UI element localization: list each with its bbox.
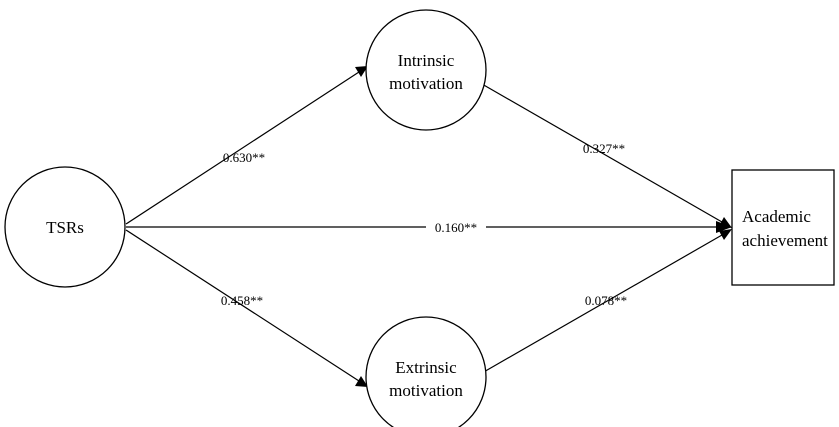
node-extrinsic-motivation bbox=[365, 316, 487, 427]
arrowhead-intrinsic bbox=[355, 66, 368, 77]
node-intrinsic-line1: Intrinsic bbox=[398, 51, 455, 70]
node-academic-line2: achievement bbox=[742, 231, 828, 250]
node-intrinsic-line2: motivation bbox=[389, 74, 463, 93]
edge-tsrs-intrinsic bbox=[125, 71, 360, 225]
node-intrinsic-motivation bbox=[365, 9, 487, 131]
node-extrinsic-line2: motivation bbox=[389, 381, 463, 400]
label-tsrs-academic: 0.160** bbox=[435, 220, 477, 235]
edge-intrinsic-academic bbox=[481, 83, 723, 223]
node-academic-achievement bbox=[731, 169, 835, 286]
label-extrinsic-academic: 0.078** bbox=[585, 293, 627, 308]
label-intrinsic-academic: 0.327** bbox=[583, 141, 625, 156]
label-tsrs-intrinsic: 0.630** bbox=[223, 150, 265, 165]
label-bg-tsrs-academic bbox=[426, 219, 486, 235]
arrowhead-extrinsic bbox=[355, 376, 368, 387]
edge-extrinsic-academic bbox=[481, 234, 723, 374]
node-academic-line1: Academic bbox=[742, 207, 811, 226]
arrowhead-academic-from-extrinsic bbox=[719, 229, 732, 240]
node-tsrs bbox=[4, 166, 126, 288]
label-tsrs-extrinsic: 0.458** bbox=[221, 293, 263, 308]
edge-tsrs-extrinsic bbox=[125, 229, 360, 382]
node-extrinsic-line1: Extrinsic bbox=[395, 358, 457, 377]
arrowhead-academic-from-tsrs bbox=[716, 221, 732, 233]
node-tsrs-label: TSRs bbox=[46, 218, 84, 237]
